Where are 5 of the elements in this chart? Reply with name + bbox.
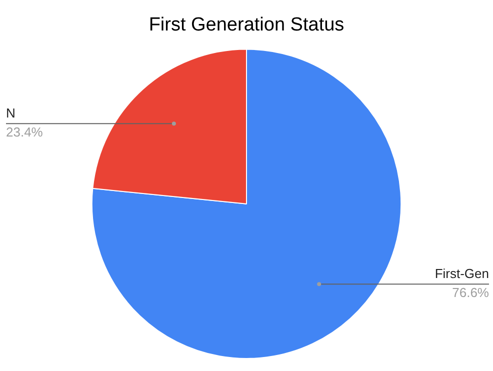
data-label: 23.4% (6, 124, 44, 140)
chart-title: First Generation Status (148, 14, 344, 36)
slice-label: N (6, 106, 16, 121)
data-label: 76.6% (452, 285, 490, 300)
slice-label: First-Gen (434, 266, 489, 282)
